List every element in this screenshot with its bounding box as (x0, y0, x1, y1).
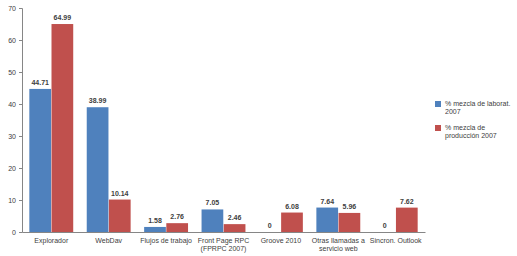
legend-swatch (435, 101, 441, 107)
data-label: 7.05 (206, 199, 220, 206)
legend-label: % mezcla de laborat.2007 (445, 100, 510, 115)
y-tick-label: 20 (8, 165, 16, 172)
data-label: 2.46 (228, 214, 242, 221)
x-tick: Front Page RPC(FPRPC 2007) (198, 232, 249, 253)
data-labels: 44.71 38.99 1.58 7.05 0 7.64 0 64.99 10.14 2.76 2.… (31, 14, 413, 229)
x-tick-label: Flujos de trabajo (140, 237, 192, 245)
y-tick: 60 (8, 37, 22, 44)
y-tick-label: 70 (8, 5, 16, 12)
bar (202, 209, 224, 232)
bar (29, 89, 51, 232)
x-axis-line (23, 232, 426, 233)
x-tick-label: Explorador (34, 237, 69, 245)
y-tick: 20 (8, 165, 22, 172)
y-tick: 50 (8, 69, 22, 76)
y-tick: 10 (8, 197, 22, 204)
y-tick-mark (19, 232, 22, 233)
y-axis: 0 10 20 30 40 50 60 70 (8, 5, 22, 236)
chart: 44.71 38.99 1.58 7.05 0 7.64 0 64.99 10.14 2.76 2.… (0, 0, 517, 256)
data-label: 0 (383, 222, 387, 229)
y-tick-mark (19, 136, 22, 137)
y-tick-mark (19, 168, 22, 169)
y-tick-label: 0 (12, 229, 16, 236)
y-tick-label: 30 (8, 133, 16, 140)
y-tick: 30 (8, 133, 22, 140)
x-tick: WebDav (95, 232, 122, 244)
data-label: 5.96 (343, 203, 357, 210)
x-tick-label: Groove 2010 (261, 237, 302, 244)
x-tick: Flujos de trabajo (140, 232, 192, 245)
legend-swatch (435, 125, 441, 131)
y-tick: 40 (8, 101, 22, 108)
x-tick-label: Front Page RPC(FPRPC 2007) (198, 237, 249, 253)
bar (259, 232, 281, 233)
x-tick: Otras llamadas aservicio web (312, 232, 365, 252)
bar (166, 223, 188, 232)
data-label: 2.76 (170, 213, 184, 220)
bar (396, 208, 418, 232)
bar (316, 208, 338, 232)
bar (224, 224, 246, 232)
bar (281, 213, 303, 232)
bar (87, 107, 109, 232)
y-axis-line (19, 9, 23, 233)
data-label: 7.64 (320, 198, 334, 205)
plot: 44.71 38.99 1.58 7.05 0 7.64 0 64.99 10.14 2.76 2.… (8, 5, 425, 253)
bar (339, 213, 361, 232)
x-tick: Explorador (34, 232, 69, 245)
legend-item: % mezcla deproducción 2007 (435, 124, 497, 140)
y-tick-label: 10 (8, 197, 16, 204)
y-tick-label: 40 (8, 101, 16, 108)
bar (374, 232, 396, 233)
x-tick: Sincron. Outlook (370, 232, 422, 244)
y-tick-mark (19, 40, 22, 41)
x-tick-label: Otras llamadas aservicio web (312, 237, 365, 252)
data-label: 10.14 (111, 190, 129, 197)
bars (29, 24, 417, 232)
legend-item: % mezcla de laborat.2007 (435, 100, 510, 115)
data-label: 0 (268, 222, 272, 229)
bar (109, 200, 131, 232)
data-label: 38.99 (89, 97, 107, 104)
x-tick-label: WebDav (95, 237, 122, 244)
data-label: 64.99 (54, 14, 72, 21)
legend-label: % mezcla deproducción 2007 (445, 124, 497, 140)
data-label: 1.58 (148, 217, 162, 224)
x-tick-label: Sincron. Outlook (370, 237, 422, 244)
legend: % mezcla de laborat.2007 % mezcla deprodu… (435, 100, 510, 140)
y-tick-mark (19, 8, 22, 9)
x-axis: Explorador WebDav Flujos de trabajo Front P… (23, 232, 426, 253)
y-tick: 0 (12, 229, 22, 236)
y-tick-label: 50 (8, 69, 16, 76)
y-tick-mark (19, 104, 22, 105)
bar (51, 24, 73, 232)
y-tick-mark (19, 72, 22, 73)
y-tick-mark (19, 200, 22, 201)
data-label: 7.62 (400, 198, 414, 205)
y-tick: 70 (8, 5, 22, 12)
x-tick: Groove 2010 (261, 232, 302, 244)
data-label: 6.08 (285, 203, 299, 210)
bar (144, 227, 166, 232)
data-label: 44.71 (31, 79, 49, 86)
y-tick-label: 60 (8, 37, 16, 44)
